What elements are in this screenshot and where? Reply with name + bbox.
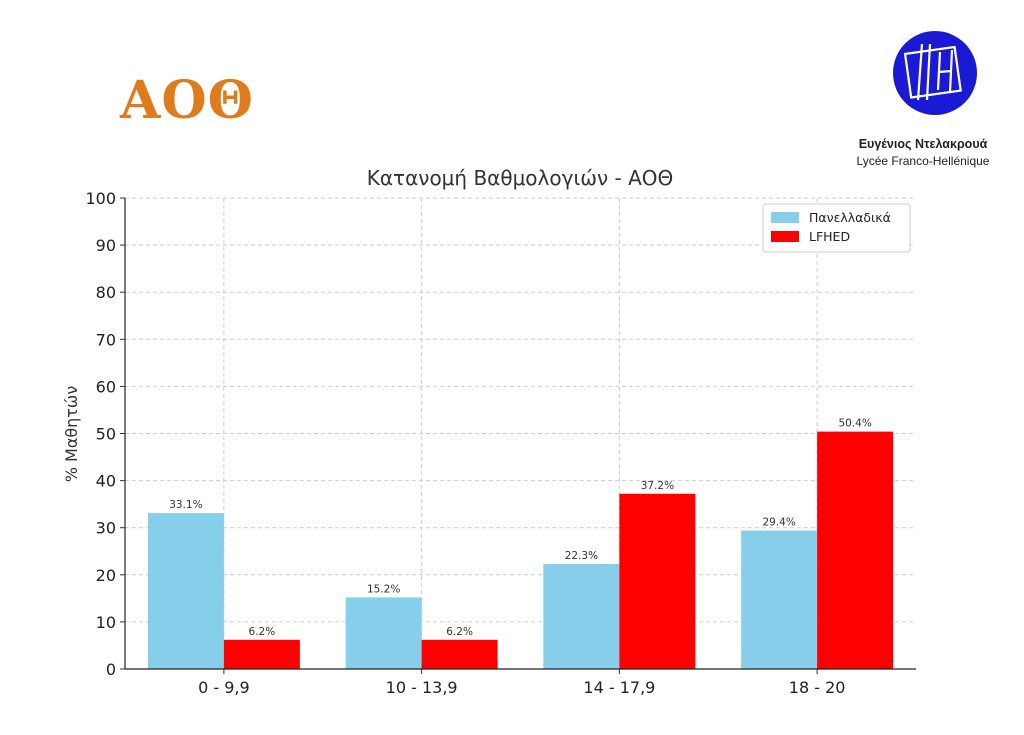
chart-title: Κατανομή Βαθμολογιών - ΑΟΘ xyxy=(366,166,674,190)
y-tick-label: 80 xyxy=(96,283,116,302)
bar-school xyxy=(619,493,696,669)
y-tick-label: 70 xyxy=(96,330,116,349)
x-tick-label: 18 - 20 xyxy=(789,678,846,697)
x-tick-label: 10 - 13,9 xyxy=(386,678,458,697)
bar-value-label: 33.1% xyxy=(169,499,202,511)
axes xyxy=(120,197,916,674)
school-subtitle: Lycée Franco-Hellénique xyxy=(856,154,990,168)
school-name: Ευγένιος Ντελακρουά xyxy=(858,137,988,151)
bar-value-label: 22.3% xyxy=(565,550,598,562)
y-axis-label: % Μαθητών xyxy=(62,386,81,483)
bar-national xyxy=(741,530,818,669)
legend: Πανελλαδικά LFHED xyxy=(762,203,911,253)
legend-box xyxy=(762,203,911,253)
legend-entry: LFHED xyxy=(809,229,850,244)
x-tick-label: 14 - 17,9 xyxy=(583,678,655,697)
legend-swatch xyxy=(771,212,799,223)
bar-value-label: 50.4% xyxy=(838,418,871,430)
bar-national xyxy=(147,513,224,669)
bar-value-label: 29.4% xyxy=(762,517,795,529)
bar-value-label: 15.2% xyxy=(367,583,400,595)
y-tick-label: 60 xyxy=(96,377,116,396)
x-tick-label: 0 - 9,9 xyxy=(198,678,250,697)
y-tick-label: 100 xyxy=(85,189,116,208)
bar-value-label: 37.2% xyxy=(641,480,674,492)
school-logo-icon xyxy=(893,31,977,115)
bar-national xyxy=(345,597,422,669)
y-tick-label: 10 xyxy=(96,613,116,632)
x-tick-labels: 0 - 9,9 10 - 13,9 14 - 17,9 18 - 20 xyxy=(198,678,845,697)
bar-national xyxy=(543,563,620,669)
subject-title: ΑΟΘ xyxy=(120,70,254,131)
y-tick-label: 30 xyxy=(96,519,116,538)
bar-school xyxy=(817,431,894,669)
y-tick-label: 0 xyxy=(106,660,116,679)
y-tick-labels: 0 10 20 30 40 50 60 70 80 90 100 xyxy=(85,189,116,679)
y-tick-label: 40 xyxy=(96,472,116,491)
y-tick-label: 90 xyxy=(96,236,116,255)
y-tick-label: 50 xyxy=(96,425,116,444)
y-tick-label: 20 xyxy=(96,566,116,585)
bar-value-labels: 33.1% 15.2% 22.3% 29.4% 6.2% 6.2% 37.2% 50.4% xyxy=(169,418,872,638)
bars xyxy=(147,431,894,669)
bar-school xyxy=(223,639,300,669)
bar-value-label: 6.2% xyxy=(446,626,473,638)
legend-entry: Πανελλαδικά xyxy=(809,210,891,225)
bar-value-label: 6.2% xyxy=(249,626,276,638)
legend-swatch xyxy=(771,231,799,242)
bar-school xyxy=(421,639,498,669)
